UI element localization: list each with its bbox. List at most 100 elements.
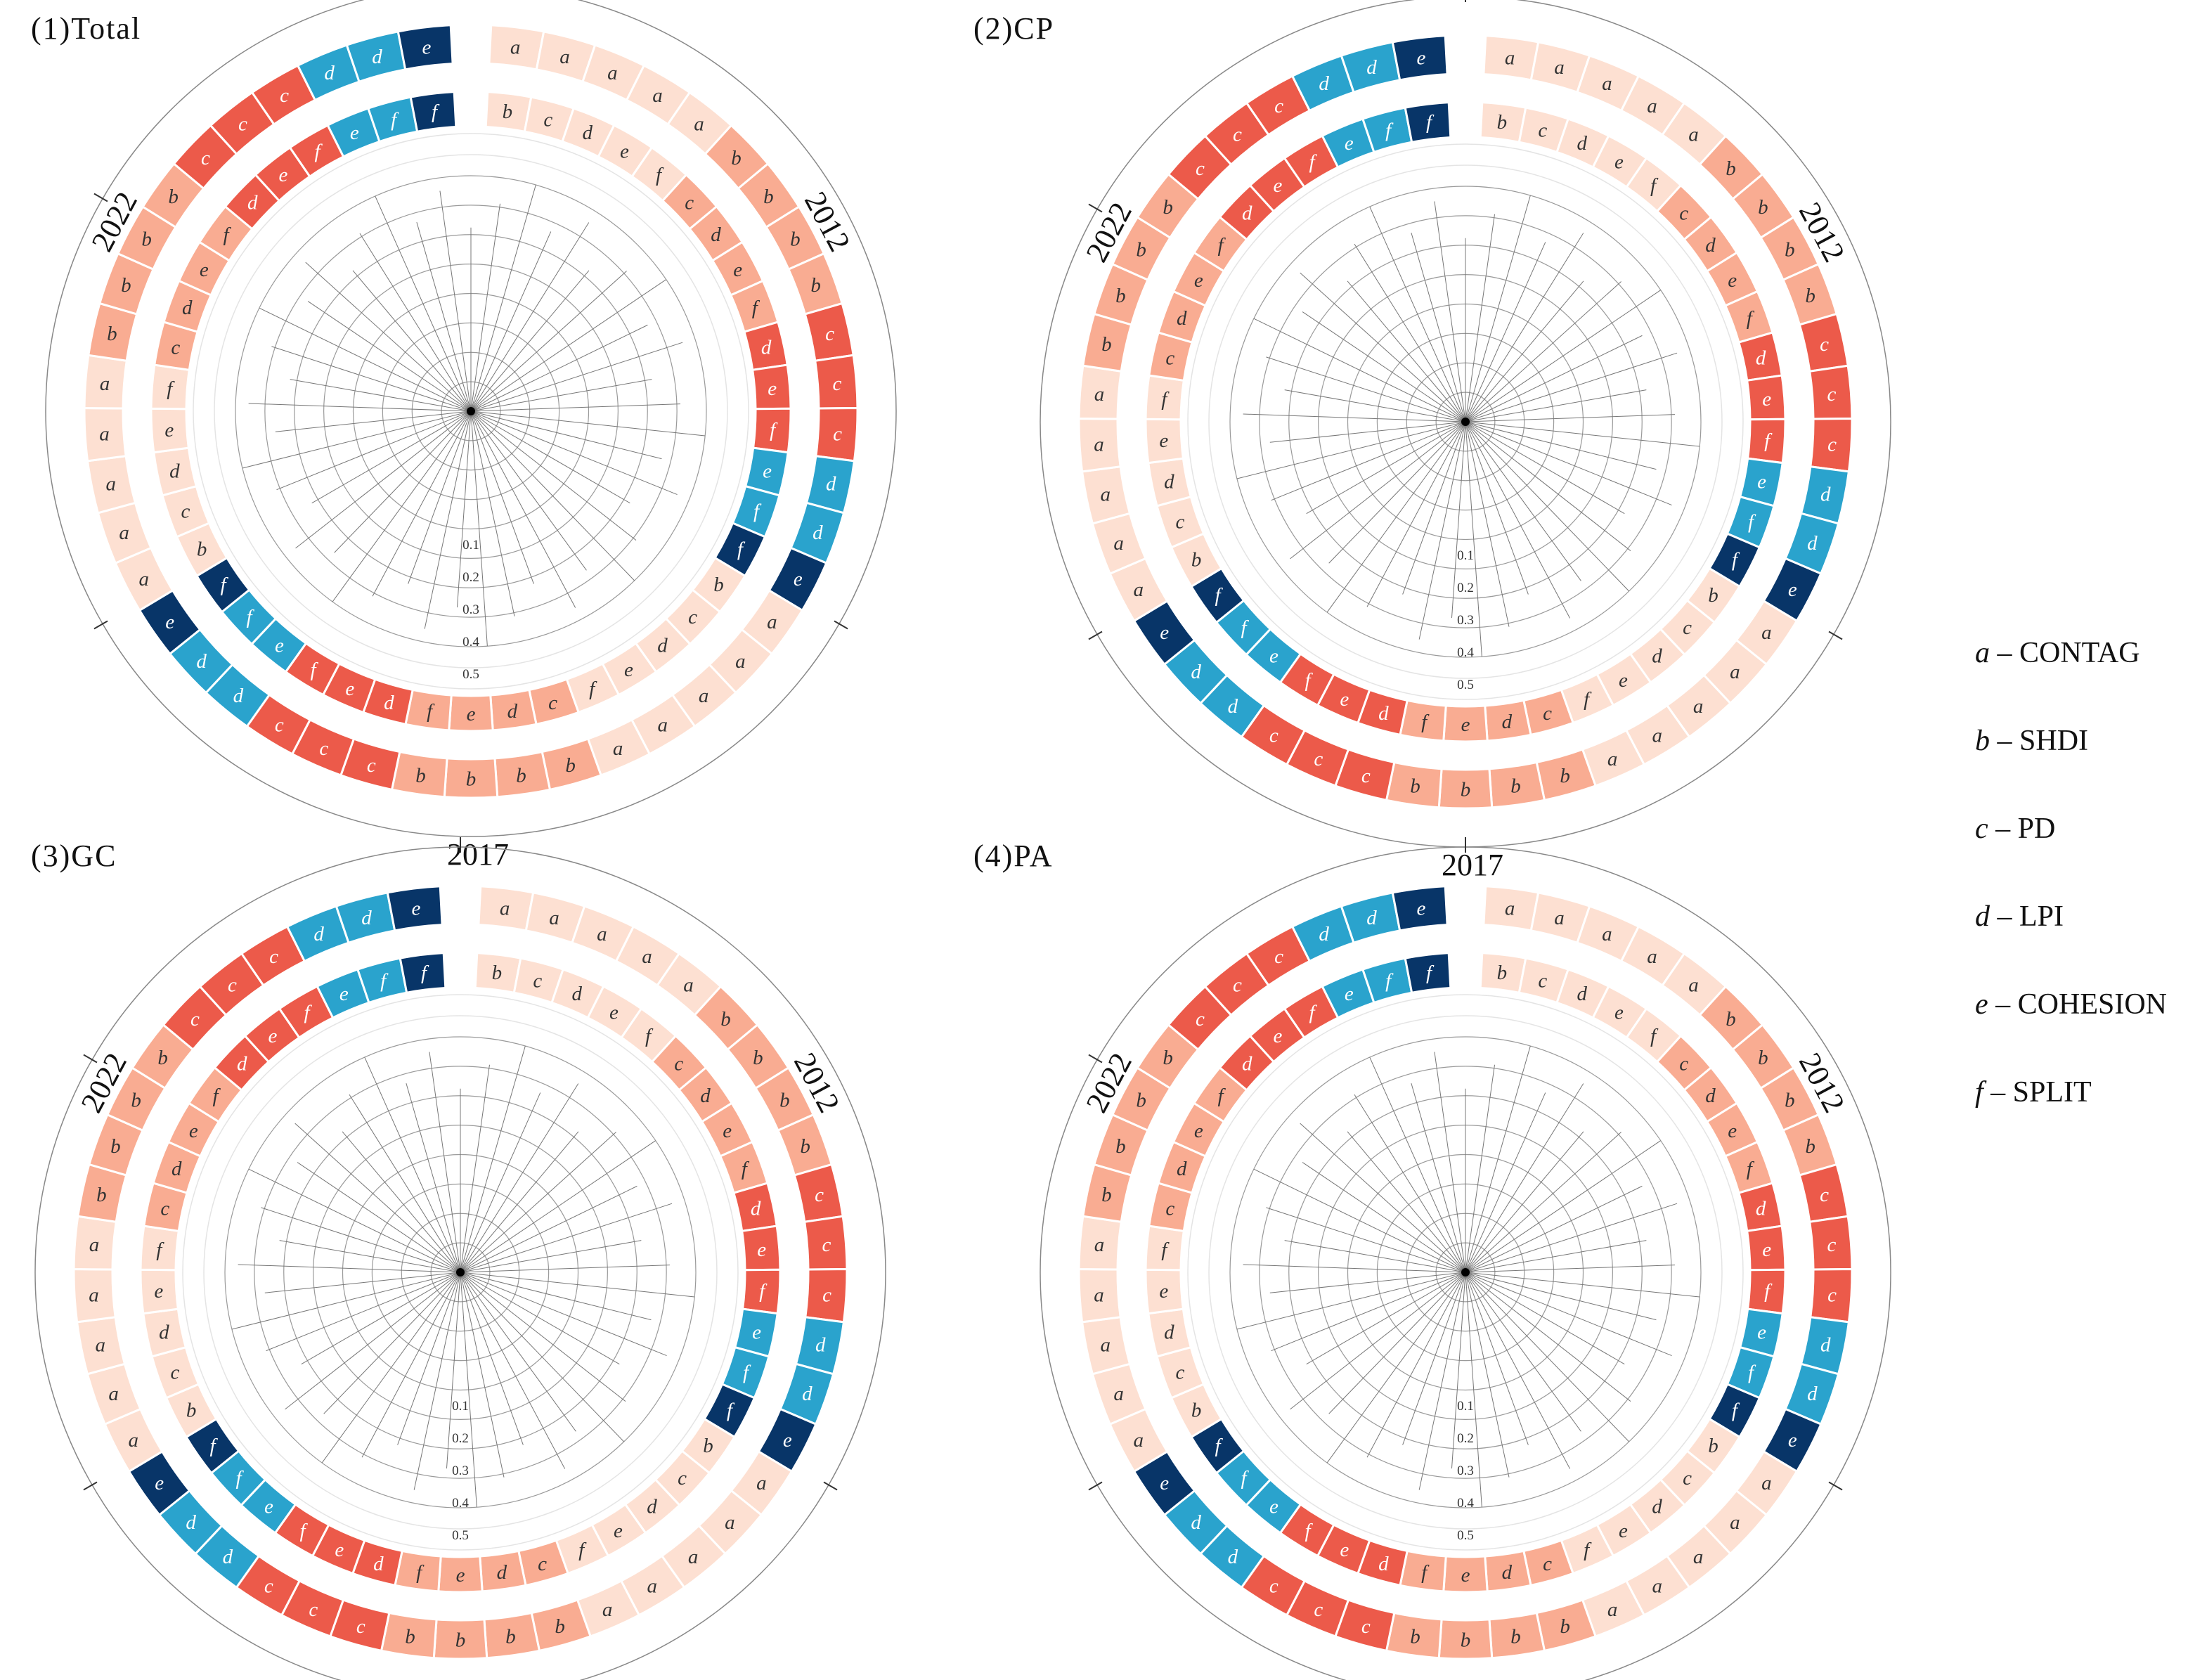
segment-label: a bbox=[1688, 124, 1699, 146]
segment-label: c bbox=[1314, 1598, 1323, 1621]
segment-label: c bbox=[1233, 974, 1242, 997]
panel-2: (2)CPa aaaabbbbcccddeaaaaabbbbcccddeaaaaa… bbox=[973, 0, 1891, 882]
grid-spoke bbox=[470, 231, 552, 412]
segment-label: b bbox=[503, 101, 513, 123]
segment-label: c bbox=[280, 84, 289, 107]
segment-label: c bbox=[1827, 383, 1837, 406]
grid-spoke bbox=[261, 1207, 461, 1273]
segment-label: c bbox=[1683, 616, 1692, 639]
grid-spoke bbox=[238, 1264, 461, 1273]
segment-label: c bbox=[543, 108, 552, 131]
segment-label: d bbox=[1228, 695, 1238, 718]
segment-label: d bbox=[1577, 983, 1587, 1005]
outer-ring-segment bbox=[396, 24, 454, 71]
segment-label: c bbox=[1820, 1184, 1829, 1206]
segment-label: a bbox=[1652, 725, 1662, 747]
segment-label: a bbox=[1730, 661, 1740, 683]
grid-spoke bbox=[1366, 1272, 1466, 1458]
grid-spoke bbox=[248, 1168, 461, 1273]
grid-spoke bbox=[1302, 1162, 1466, 1273]
segment-label: a bbox=[767, 611, 777, 633]
grid-spoke bbox=[248, 403, 472, 412]
grid-spoke bbox=[470, 222, 590, 412]
segment-label: c bbox=[678, 1467, 687, 1490]
grid-spoke bbox=[460, 1272, 477, 1508]
segment-label: d bbox=[826, 473, 836, 496]
grid-spoke bbox=[1451, 1272, 1466, 1469]
legend-key: a bbox=[1975, 637, 1990, 669]
segment-label: e bbox=[264, 1496, 273, 1518]
segment-label: b bbox=[1708, 584, 1718, 607]
grid-spoke bbox=[1243, 413, 1466, 422]
radial-tick-label: 0.5 bbox=[1457, 678, 1474, 692]
radial-tick-label: 0.2 bbox=[452, 1431, 469, 1446]
segment-label: a bbox=[128, 1429, 138, 1452]
grid-spoke bbox=[460, 1185, 637, 1273]
inner-ring-segment bbox=[1404, 101, 1452, 144]
segment-label: b bbox=[492, 962, 503, 984]
segment-label: c bbox=[833, 423, 842, 446]
segment-label: d bbox=[1502, 711, 1513, 733]
grid-ring bbox=[1259, 1066, 1672, 1479]
segment-label: b bbox=[1136, 1090, 1146, 1112]
grid-spoke bbox=[1465, 1272, 1631, 1402]
grid-spoke bbox=[460, 1083, 579, 1273]
segment-label: d bbox=[1164, 471, 1174, 493]
grid-ring-outer bbox=[203, 1015, 718, 1530]
segment-label: d bbox=[186, 1511, 196, 1534]
grid-spoke bbox=[406, 1083, 461, 1273]
segment-label: e bbox=[456, 1564, 465, 1587]
segment-label: b bbox=[1560, 1615, 1570, 1638]
grid-spoke bbox=[439, 190, 472, 412]
grid-spoke bbox=[470, 184, 536, 412]
grid-spoke bbox=[1354, 243, 1466, 422]
grid-spoke bbox=[1451, 421, 1466, 619]
frame-tick bbox=[1828, 1481, 1843, 1491]
grid-spoke bbox=[1465, 214, 1495, 422]
segment-label: b bbox=[1726, 157, 1736, 180]
grid-spoke bbox=[460, 1272, 652, 1321]
grid-spoke bbox=[470, 411, 534, 584]
grid-spoke bbox=[1266, 356, 1466, 422]
segment-label: b bbox=[790, 228, 801, 251]
segment-label: a bbox=[1100, 1334, 1111, 1357]
segment-label: b bbox=[505, 1626, 516, 1648]
segment-label: a bbox=[1554, 56, 1565, 79]
grid-ring bbox=[254, 1066, 667, 1479]
grid-spoke bbox=[307, 301, 472, 412]
segment-label: c bbox=[1827, 434, 1837, 456]
grid-spoke bbox=[1465, 1272, 1529, 1445]
segment-label: d bbox=[1577, 132, 1587, 155]
grid-spoke bbox=[295, 411, 472, 549]
segment-label: d bbox=[657, 635, 668, 657]
grid-spoke bbox=[1465, 389, 1647, 422]
segment-label: c bbox=[228, 974, 237, 997]
segment-label: c bbox=[1820, 333, 1829, 356]
segment-label: a bbox=[1602, 923, 1612, 945]
segment-label: c bbox=[1543, 1553, 1552, 1575]
segment-label: a bbox=[1554, 907, 1565, 929]
grid-spoke bbox=[1465, 1092, 1546, 1273]
legend-key: e bbox=[1975, 988, 1988, 1021]
segment-label: e bbox=[1416, 46, 1425, 69]
segment-label: d bbox=[711, 224, 721, 246]
segment-label: b bbox=[516, 765, 526, 787]
grid-spoke bbox=[1465, 1272, 1510, 1478]
radial-tick-label: 0.3 bbox=[452, 1463, 469, 1478]
segment-label: b bbox=[1497, 962, 1508, 984]
center-dot bbox=[1461, 418, 1470, 426]
segment-label: e bbox=[155, 1472, 164, 1494]
radial-tick-label: 0.3 bbox=[1457, 613, 1474, 628]
grid-spoke bbox=[279, 1240, 461, 1273]
segment-label: d bbox=[507, 700, 518, 723]
legend-label: COHESION bbox=[2017, 988, 2167, 1021]
radial-tick-label: 0.1 bbox=[1457, 1399, 1474, 1414]
grid-spoke bbox=[361, 1272, 461, 1458]
segment-label: c bbox=[367, 754, 376, 777]
segment-label: e bbox=[733, 259, 742, 281]
segment-label: e bbox=[624, 659, 633, 681]
frame-tick bbox=[1088, 1054, 1103, 1064]
year-label-2017: 2017 bbox=[1442, 848, 1503, 882]
segment-label: b bbox=[107, 323, 117, 345]
segment-label: b bbox=[1758, 196, 1768, 219]
